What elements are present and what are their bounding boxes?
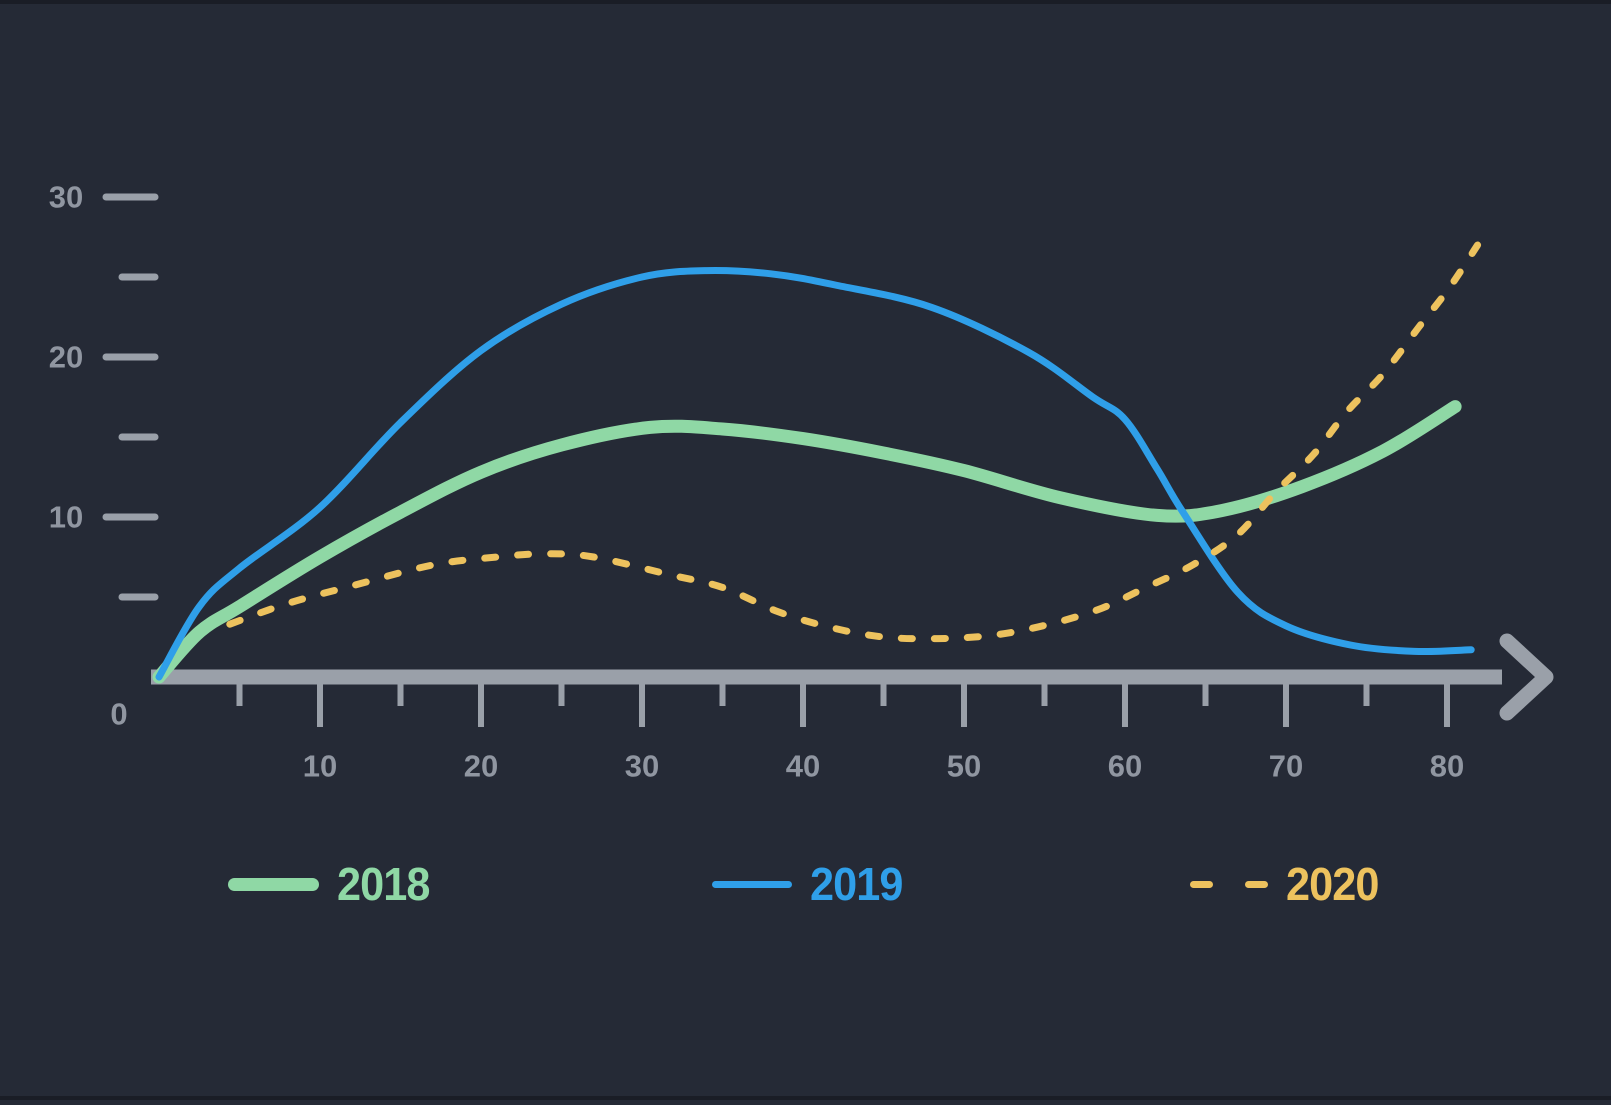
legend-label-2019: 2019 — [810, 858, 903, 910]
y-tick-label: 10 — [49, 500, 83, 535]
legend-swatch-2019 — [712, 880, 792, 888]
legend-swatch-2020-gap — [1213, 881, 1245, 888]
legend-swatch-2018 — [228, 877, 319, 891]
series-2018-line — [152, 400, 1462, 684]
top-edge-strip — [0, 0, 1611, 4]
x-tick-label: 10 — [303, 749, 337, 784]
x-tick-label: 60 — [1108, 749, 1142, 784]
x-axis-arrow-icon — [1499, 633, 1554, 721]
legend-label-2018: 2018 — [337, 858, 430, 910]
series-2019-line — [155, 266, 1475, 681]
x-tick-label: 40 — [786, 749, 820, 784]
bottom-edge-strip — [0, 1096, 1611, 1100]
legend-item-2020: 2020 — [1190, 854, 1384, 914]
legend-swatch-2020-dash1 — [1190, 880, 1213, 888]
x-tick-label: 70 — [1269, 749, 1303, 784]
x-tick-label: 50 — [947, 749, 981, 784]
legend-swatch-2020-dash2 — [1245, 880, 1268, 888]
x-tick-label: 80 — [1430, 749, 1464, 784]
series-2020-line — [226, 241, 1482, 643]
legend-label-2020: 2020 — [1286, 858, 1379, 910]
y-tick-label: 30 — [49, 180, 83, 215]
legend-item-2019: 2019 — [712, 854, 908, 914]
x-tick-label: 30 — [625, 749, 659, 784]
x-tick-label: 20 — [464, 749, 498, 784]
x-origin-label: 0 — [110, 697, 127, 732]
legend-item-2018: 2018 — [228, 854, 435, 914]
y-tick-label: 20 — [49, 340, 83, 375]
